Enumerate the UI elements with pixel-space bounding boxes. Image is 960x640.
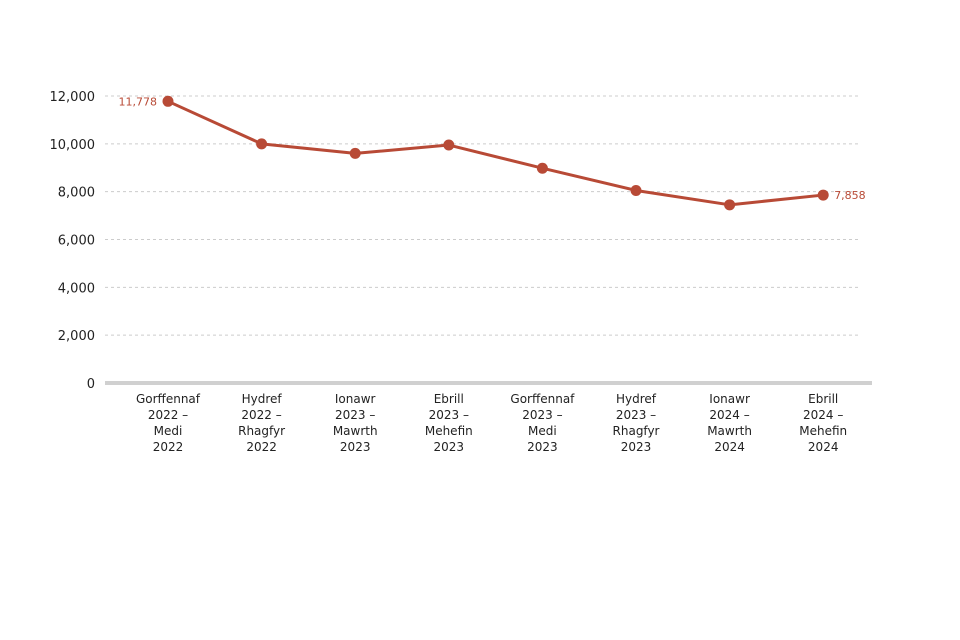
x-tick-label-line: Hydref bbox=[616, 392, 657, 406]
x-tick-label-line: Gorffennaf bbox=[510, 392, 575, 406]
x-tick-label-line: Rhagfyr bbox=[613, 424, 660, 438]
data-labels: 11,778 7,858 bbox=[119, 95, 866, 202]
x-tick-label-line: 2024 bbox=[714, 440, 745, 454]
x-tick-label-line: Gorffennaf bbox=[136, 392, 201, 406]
data-point bbox=[256, 138, 268, 150]
x-tick-label-line: 2024 – bbox=[709, 408, 749, 422]
x-tick-label-line: 2023 – bbox=[429, 408, 469, 422]
x-tick-label-line: 2022 bbox=[246, 440, 277, 454]
x-tick-label: Hydref 2023 – Rhagfyr 2023 bbox=[613, 392, 660, 454]
series-line bbox=[167, 99, 824, 207]
data-point bbox=[349, 147, 361, 159]
x-tick-label-line: 2024 – bbox=[803, 408, 843, 422]
x-tick-label-line: Ionawr bbox=[335, 392, 376, 406]
data-label: 11,778 bbox=[119, 95, 158, 108]
grid-lines bbox=[105, 95, 860, 336]
x-tick-label-line: 2022 bbox=[153, 440, 184, 454]
x-tick-label: Ionawr 2024 – Mawrth 2024 bbox=[707, 392, 752, 454]
x-tick-label: Gorffennaf 2023 – Medi 2023 bbox=[510, 392, 575, 454]
data-point bbox=[162, 95, 174, 107]
series-group bbox=[162, 95, 829, 211]
x-tick-label-line: Rhagfyr bbox=[238, 424, 285, 438]
y-tick-label: 8,000 bbox=[58, 186, 95, 201]
x-tick-label: Gorffennaf 2022 – Medi 2022 bbox=[136, 392, 201, 454]
x-tick-label: Hydref 2022 – Rhagfyr 2022 bbox=[238, 392, 285, 454]
x-tick-label-line: Medi bbox=[528, 424, 557, 438]
x-tick-label-line: 2023 – bbox=[335, 408, 375, 422]
x-tick-label: Ionawr 2023 – Mawrth 2023 bbox=[333, 392, 378, 454]
x-tick-label-line: Mehefin bbox=[425, 424, 473, 438]
x-tick-label-line: 2024 bbox=[808, 440, 839, 454]
x-tick-label-line: 2022 – bbox=[241, 408, 281, 422]
y-tick-label: 4,000 bbox=[58, 281, 95, 296]
x-tick-label-line: 2023 – bbox=[616, 408, 656, 422]
x-tick-label-line: 2023 bbox=[621, 440, 652, 454]
x-tick-label-line: 2023 bbox=[527, 440, 558, 454]
y-tick-label: 0 bbox=[87, 377, 95, 392]
x-tick-label-line: Ebrill bbox=[808, 392, 838, 406]
x-tick-label-line: Mehefin bbox=[799, 424, 847, 438]
x-tick-label-line: Medi bbox=[154, 424, 183, 438]
x-tick-label: Ebrill 2024 – Mehefin 2024 bbox=[799, 392, 847, 454]
x-tick-label-line: Hydref bbox=[242, 392, 283, 406]
x-tick-label-line: 2023 bbox=[434, 440, 465, 454]
x-tick-label-line: Mawrth bbox=[707, 424, 752, 438]
x-tick-label-line: Ionawr bbox=[709, 392, 750, 406]
x-tick-label: Ebrill 2023 – Mehefin 2023 bbox=[425, 392, 473, 454]
x-tick-label-line: 2023 bbox=[340, 440, 371, 454]
x-tick-label-line: 2022 – bbox=[148, 408, 188, 422]
y-tick-label: 12,000 bbox=[50, 90, 96, 105]
x-tick-label-line: Mawrth bbox=[333, 424, 378, 438]
data-point bbox=[724, 199, 736, 211]
data-label: 7,858 bbox=[834, 189, 866, 202]
data-point bbox=[443, 139, 455, 151]
x-axis-tick-labels: Gorffennaf 2022 – Medi 2022 Hydref 2022 – Rhag… bbox=[136, 392, 847, 454]
y-tick-label: 6,000 bbox=[58, 234, 95, 249]
data-point bbox=[817, 189, 829, 201]
x-tick-label-line: Ebrill bbox=[434, 392, 464, 406]
data-point bbox=[536, 162, 548, 174]
y-tick-label: 10,000 bbox=[50, 138, 96, 153]
x-tick-label-line: 2023 – bbox=[522, 408, 562, 422]
data-point bbox=[630, 184, 642, 196]
y-tick-label: 2,000 bbox=[58, 329, 95, 344]
y-axis-tick-labels: 0 2,000 4,000 6,000 8,000 10,000 12,000 bbox=[50, 90, 96, 392]
